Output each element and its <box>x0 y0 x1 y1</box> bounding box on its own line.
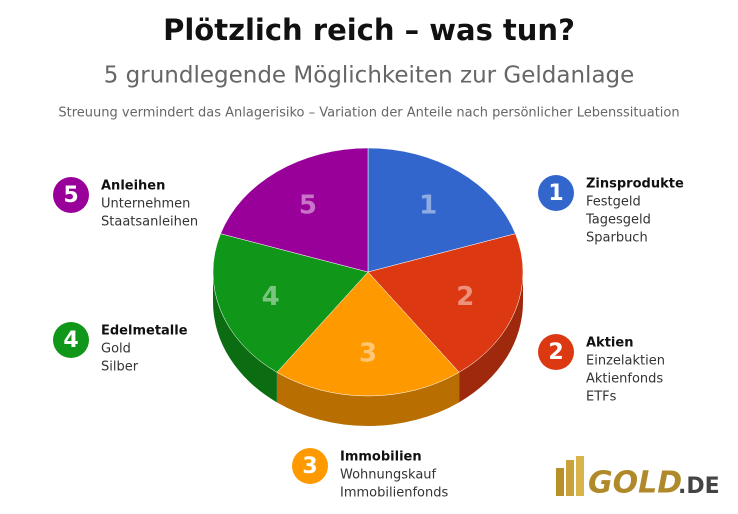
legend-badge-number: 5 <box>63 183 78 208</box>
legend-badge <box>53 177 89 213</box>
legend-detail: Gold <box>101 342 131 357</box>
legend-detail: Silber <box>101 360 139 375</box>
logo-bar <box>556 468 564 496</box>
pie-slice <box>220 147 369 273</box>
legend-badge <box>292 448 328 484</box>
legend-detail: Festgeld <box>586 195 641 210</box>
legend-title: Anleihen <box>101 179 165 194</box>
pie-side <box>459 272 523 403</box>
pie-side <box>213 272 277 403</box>
legend-badge-number: 3 <box>302 454 317 479</box>
subtitle: 5 grundlegende Möglichkeiten zur Geldanl… <box>104 63 635 89</box>
legend-detail: Staatsanleihen <box>101 215 198 230</box>
legend-title: Immobilien <box>340 450 422 465</box>
legend-badge-number: 1 <box>548 181 563 206</box>
slice-number: 1 <box>419 190 437 220</box>
logo-bar <box>576 456 584 496</box>
slice-number: 3 <box>359 338 377 368</box>
legend-detail: Aktienfonds <box>586 372 663 387</box>
pie-slice <box>367 233 524 373</box>
legend-badge <box>53 322 89 358</box>
logo: GOLD .DE <box>556 456 720 501</box>
legend-badge <box>538 334 574 370</box>
title: Plötzlich reich – was tun? <box>163 13 575 47</box>
legend-title: Edelmetalle <box>101 324 188 339</box>
legend-title: Zinsprodukte <box>586 177 684 192</box>
legend-badge <box>538 175 574 211</box>
pie-side <box>276 372 460 426</box>
pie-slice <box>212 233 369 373</box>
legend-badge-number: 2 <box>548 340 563 365</box>
pie-slice <box>367 147 516 273</box>
legend-detail: Unternehmen <box>101 197 190 212</box>
legend-detail: Tagesgeld <box>585 213 651 228</box>
slice-number: 2 <box>456 282 474 312</box>
legend-detail: Wohnungskauf <box>340 468 437 483</box>
pie-slice <box>276 271 460 397</box>
logo-suffix: .DE <box>678 474 720 499</box>
logo-main: GOLD <box>588 466 682 501</box>
legend-detail: Einzelaktien <box>586 354 665 369</box>
slice-number: 4 <box>262 282 280 312</box>
legend-detail: Sparbuch <box>586 231 648 246</box>
legend-detail: Immobilienfonds <box>340 486 448 501</box>
slice-number: 5 <box>299 190 317 220</box>
legend-detail: ETFs <box>586 390 617 405</box>
logo-bar <box>566 460 574 496</box>
legend-badge-number: 4 <box>63 328 78 353</box>
note: Streuung vermindert das Anlagerisiko – V… <box>58 106 679 121</box>
legend-title: Aktien <box>586 336 633 351</box>
